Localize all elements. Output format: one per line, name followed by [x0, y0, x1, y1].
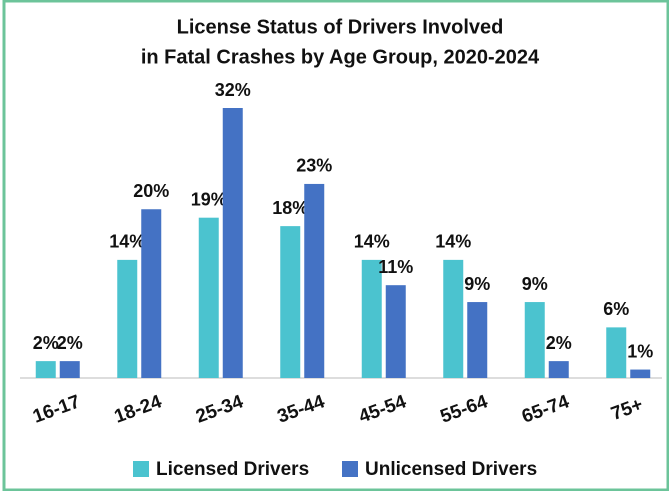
- data-label: 2%: [33, 333, 59, 353]
- bar: [548, 361, 569, 378]
- data-label: 9%: [464, 274, 490, 294]
- bar: [443, 259, 464, 378]
- x-tick-label: 55-64: [438, 391, 491, 428]
- bar: [524, 302, 545, 378]
- data-label: 1%: [627, 341, 653, 361]
- data-label: 9%: [522, 274, 548, 294]
- bar: [361, 259, 382, 378]
- bar: [606, 327, 627, 378]
- data-label: 20%: [133, 181, 169, 201]
- data-label: 14%: [354, 232, 390, 252]
- legend-label: Unlicensed Drivers: [365, 459, 537, 480]
- data-label: 23%: [296, 156, 332, 176]
- bar: [467, 302, 488, 378]
- bar: [35, 361, 56, 378]
- data-label: 14%: [109, 232, 145, 252]
- x-tick-label: 18-24: [112, 391, 165, 428]
- bar: [280, 226, 301, 378]
- legend-label: Licensed Drivers: [156, 459, 309, 480]
- bar: [385, 285, 406, 378]
- bar: [222, 108, 243, 378]
- x-tick-label: 75+: [608, 394, 645, 425]
- bar: [198, 217, 219, 378]
- x-tick-label: 16-17: [30, 391, 83, 427]
- x-tick-label: 35-44: [275, 391, 328, 428]
- x-tick-label: 65-74: [519, 391, 572, 428]
- data-label: 11%: [378, 257, 413, 277]
- bar: [59, 361, 80, 378]
- data-label: 19%: [191, 189, 227, 209]
- x-tick-label: 45-54: [356, 391, 409, 428]
- bar: [117, 259, 138, 378]
- bar: [630, 369, 651, 378]
- legend-swatch: [342, 461, 358, 477]
- bar: [141, 209, 162, 378]
- data-label: 6%: [603, 299, 629, 319]
- chart-title: License Status of Drivers Involved: [177, 16, 504, 38]
- chart-title: in Fatal Crashes by Age Group, 2020-2024: [141, 46, 540, 68]
- x-tick-label: 25-34: [193, 391, 246, 428]
- data-label: 2%: [546, 333, 572, 353]
- data-label: 18%: [272, 198, 308, 218]
- data-label: 14%: [435, 232, 471, 252]
- bar: [304, 183, 325, 378]
- data-label: 32%: [215, 80, 251, 100]
- legend-swatch: [133, 461, 149, 477]
- data-label: 2%: [57, 333, 83, 353]
